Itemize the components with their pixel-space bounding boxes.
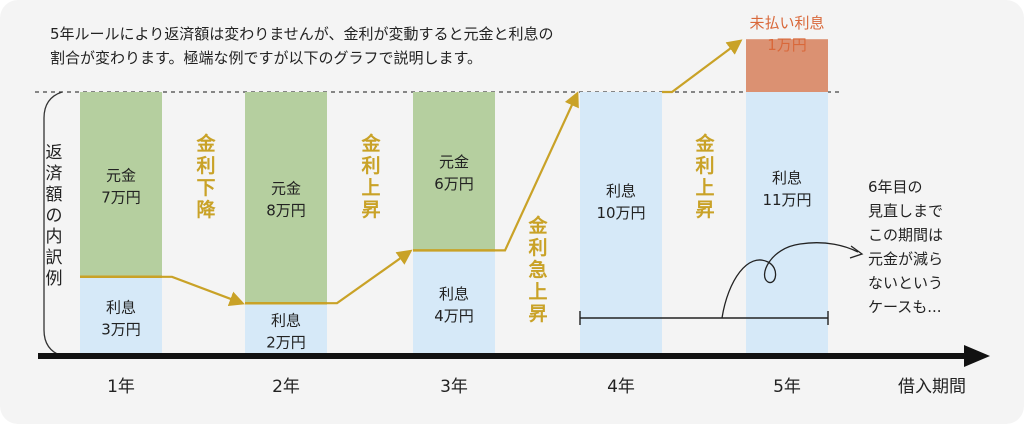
intro-line-1: 5年ルールにより返済額は変わりませんが、金利が変動すると元金と利息の <box>50 25 554 43</box>
y-axis-label-char-3: 額 <box>46 185 63 205</box>
bar-principal-2 <box>245 92 327 304</box>
bar-principal-1 <box>80 92 162 277</box>
x-axis-arrowhead <box>964 345 990 367</box>
transition-label-1-char-2: 利 <box>196 155 215 177</box>
annotation-line-4: 元金が減ら <box>868 250 943 268</box>
transition-label-1-char-4: 降 <box>196 198 216 221</box>
bar-interest-4 <box>580 92 662 356</box>
bar-unpaid-interest <box>746 39 828 92</box>
interest-label-3: 利息 <box>439 285 469 303</box>
interest-label-4: 利息 <box>606 182 636 200</box>
principal-value-1: 7万円 <box>101 188 141 206</box>
x-tick-2: 2年 <box>272 377 300 397</box>
bar-interest-5 <box>746 65 828 356</box>
transition-label-4-char-4: 昇 <box>695 199 714 221</box>
transition-arrow-2 <box>327 249 413 305</box>
transition-arrow-4 <box>662 39 743 94</box>
transition-label-2-char-2: 利 <box>361 155 380 177</box>
transition-label-1-char-1: 金 <box>195 132 216 155</box>
principal-label-1: 元金 <box>106 166 136 184</box>
bar-principal-3 <box>413 92 495 251</box>
annotation-line-5: ないという <box>868 274 943 292</box>
transition-label-3-char-2: 利 <box>528 237 547 259</box>
principal-label-2: 元金 <box>271 180 301 198</box>
unpaid-interest-value: 1万円 <box>767 36 807 54</box>
bar-interest-1 <box>80 276 162 356</box>
principal-value-3: 6万円 <box>434 175 474 193</box>
y-axis-label-char-2: 済 <box>46 164 63 184</box>
intro-line-2: 割合が変わります。極端な例ですが以下のグラフで説明します。 <box>50 49 483 67</box>
annotation-pointer-head <box>849 245 864 259</box>
transition-label-3-char-5: 昇 <box>528 303 547 325</box>
y-axis-label-char-5: 内 <box>46 227 63 247</box>
transition-label-4-char-3: 上 <box>695 177 714 199</box>
annotation-line-3: この期間は <box>868 226 943 244</box>
intro-text: 5年ルールにより返済額は変わりませんが、金利が変動すると元金と利息の 割合が変わ… <box>50 22 690 70</box>
x-tick-3: 3年 <box>440 377 468 397</box>
interest-value-3: 4万円 <box>434 307 474 325</box>
y-axis-label-char-7: 例 <box>46 269 63 289</box>
annotation-pointer <box>721 242 859 319</box>
transition-label-3-char-4: 上 <box>528 281 547 303</box>
principal-value-2: 8万円 <box>266 202 306 220</box>
interest-label-2: 利息 <box>271 312 301 330</box>
interest-value-1: 3万円 <box>101 320 141 338</box>
x-tick-4: 4年 <box>607 377 635 397</box>
transition-label-1-char-3: 下 <box>196 177 215 199</box>
interest-label-5: 利息 <box>772 169 802 187</box>
transition-label-2-char-3: 上 <box>361 177 380 199</box>
x-axis-label: 借入期間 <box>898 377 966 397</box>
transition-label-4-char-2: 利 <box>695 155 714 177</box>
transition-label-4-char-1: 金 <box>694 132 715 155</box>
x-tick-5: 5年 <box>773 377 801 397</box>
unpaid-interest-label: 未払い利息 <box>749 14 824 32</box>
annotation-line-2: 見直しまで <box>868 202 943 220</box>
transition-arrow-1 <box>162 275 245 307</box>
transition-arrow-3 <box>495 91 579 252</box>
x-tick-1: 1年 <box>107 377 135 397</box>
principal-label-3: 元金 <box>439 153 469 171</box>
transition-label-3-char-1: 金 <box>527 214 548 237</box>
y-axis-bracket <box>43 91 63 357</box>
interest-value-4: 10万円 <box>596 204 645 222</box>
y-axis-label-char-6: 訳 <box>46 248 63 268</box>
interest-value-2: 2万円 <box>266 334 306 352</box>
bar-interest-3 <box>413 250 495 356</box>
y-axis-label-char-4: の <box>46 206 63 226</box>
interest-label-1: 利息 <box>106 298 136 316</box>
transition-label-3-char-3: 急 <box>528 258 547 281</box>
transition-label-2-char-1: 金 <box>360 132 381 155</box>
y-axis-label-char-1: 返 <box>46 143 63 163</box>
transition-label-2-char-4: 昇 <box>361 199 380 221</box>
annotation-line-1: 6年目の <box>868 178 923 196</box>
annotation-line-6: ケースも... <box>868 298 942 316</box>
bar-interest-2 <box>245 303 327 356</box>
interest-value-5: 11万円 <box>762 191 811 209</box>
